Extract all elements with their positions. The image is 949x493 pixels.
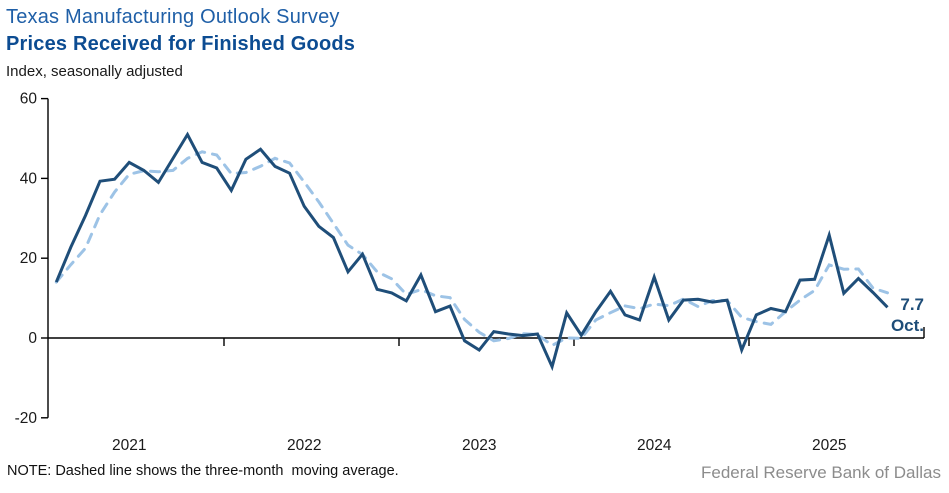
monthly-series-line [54, 131, 889, 372]
last-value-label: 7.7 [900, 295, 924, 314]
x-year-label: 2021 [112, 437, 146, 454]
y-tick-label: 40 [20, 170, 38, 187]
survey-title: Texas Manufacturing Outlook Survey [6, 6, 340, 28]
source-label: Federal Reserve Bank of Dallas [700, 463, 941, 482]
x-year-label: 2022 [287, 437, 321, 454]
x-year-label: 2025 [812, 437, 846, 454]
footnote: NOTE: Dashed line shows the three-month … [7, 463, 399, 479]
y-tick-label: -20 [15, 410, 38, 427]
last-value-annotation: 7.7 Oct. [891, 294, 924, 336]
chart-title: Prices Received for Finished Goods [6, 33, 356, 55]
y-tick-label: 60 [20, 91, 38, 108]
x-year-label: 2024 [637, 437, 672, 454]
axis-units-label: Index, seasonally adjusted [6, 63, 183, 80]
last-month-label: Oct. [890, 316, 924, 335]
x-year-label: 2023 [462, 437, 496, 454]
moving-average-line [54, 150, 889, 348]
line-chart: 60 40 20 0 -20 2021 2022 2023 2024 2025 [15, 91, 925, 454]
y-tick-label: 20 [20, 250, 38, 267]
y-tick-label: 0 [28, 330, 37, 347]
